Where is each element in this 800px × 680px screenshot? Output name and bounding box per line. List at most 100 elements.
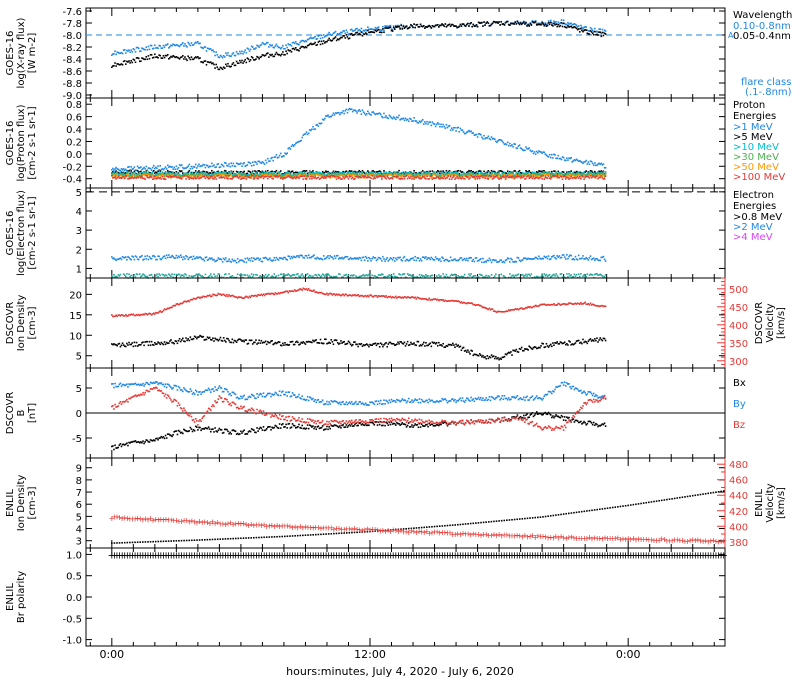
data-point (168, 47, 170, 49)
data-point (248, 176, 251, 179)
data-point (115, 174, 117, 176)
data-point (601, 275, 604, 277)
data-point (150, 44, 153, 47)
data-point (159, 54, 162, 57)
data-point (526, 174, 528, 177)
data-point (228, 173, 230, 175)
data-point (409, 273, 411, 276)
data-point (458, 258, 461, 261)
data-point (505, 20, 508, 23)
data-point (443, 260, 446, 262)
data-point (161, 273, 164, 276)
data-point (361, 274, 364, 277)
data-point (138, 60, 141, 63)
data-point (458, 130, 461, 133)
data-point (306, 273, 309, 275)
data-point (484, 177, 486, 180)
data-point (302, 134, 305, 137)
data-point (197, 165, 199, 167)
data-point (193, 174, 196, 177)
data-point (395, 276, 397, 278)
data-point (599, 172, 602, 175)
data-point (483, 276, 485, 279)
data-point (229, 260, 231, 263)
data-point (483, 173, 485, 175)
data-point (163, 255, 166, 257)
data-point (328, 257, 330, 260)
data-point (470, 169, 472, 172)
data-point (493, 138, 496, 141)
data-point (381, 29, 383, 32)
data-point (265, 276, 268, 278)
data-point (530, 175, 533, 178)
data-point (600, 274, 603, 276)
data-point (600, 162, 603, 165)
data-point (307, 38, 310, 41)
data-point (196, 173, 198, 176)
data-point (173, 174, 176, 177)
data-point (474, 173, 477, 176)
data-point (177, 255, 180, 258)
data-point (537, 171, 539, 174)
data-point (564, 23, 567, 26)
data-point (221, 173, 224, 176)
data-point (552, 22, 554, 25)
data-point (283, 256, 285, 259)
data-point (225, 63, 227, 66)
data-point (220, 171, 223, 173)
data-point (586, 163, 589, 165)
data-point (324, 42, 326, 44)
data-point (249, 172, 252, 175)
data-point (429, 121, 432, 123)
data-point (419, 176, 422, 178)
data-point (116, 51, 118, 54)
data-point (477, 174, 480, 177)
data-point (291, 257, 294, 259)
data-point (415, 276, 418, 279)
data-point (231, 178, 234, 180)
data-point (569, 157, 571, 160)
data-point (588, 171, 591, 174)
data-point (424, 257, 426, 260)
data-point (276, 175, 279, 177)
data-point (427, 174, 429, 177)
data-point (407, 120, 410, 123)
data-point (587, 259, 590, 261)
data-point (327, 39, 329, 42)
data-point (469, 170, 471, 173)
data-point (384, 260, 386, 262)
data-point (286, 152, 288, 155)
data-point (325, 170, 327, 173)
data-point (270, 174, 272, 177)
data-point (185, 174, 187, 177)
data-point (564, 176, 567, 179)
data-point (398, 174, 400, 177)
data-point (601, 175, 604, 177)
data-point (159, 174, 162, 177)
data-point (484, 137, 486, 140)
data-point (447, 170, 450, 173)
data-point (155, 174, 157, 177)
data-point (231, 164, 234, 167)
data-point (243, 172, 245, 175)
legend-title: Energies (733, 201, 776, 212)
data-point (264, 159, 267, 162)
data-point (223, 172, 226, 174)
data-point (126, 259, 128, 261)
data-point (475, 172, 478, 174)
data-point (111, 275, 113, 277)
data-point (275, 275, 278, 277)
data-point (200, 46, 202, 49)
data-point (343, 174, 345, 177)
data-point (585, 275, 588, 278)
data-point (148, 175, 151, 178)
data-point (264, 174, 267, 176)
data-point (388, 258, 391, 261)
data-point (215, 172, 217, 175)
data-point (332, 38, 335, 40)
data-point (222, 66, 225, 69)
data-point (271, 175, 273, 177)
data-point (368, 176, 370, 178)
data-point (447, 174, 450, 176)
data-point (468, 169, 470, 172)
